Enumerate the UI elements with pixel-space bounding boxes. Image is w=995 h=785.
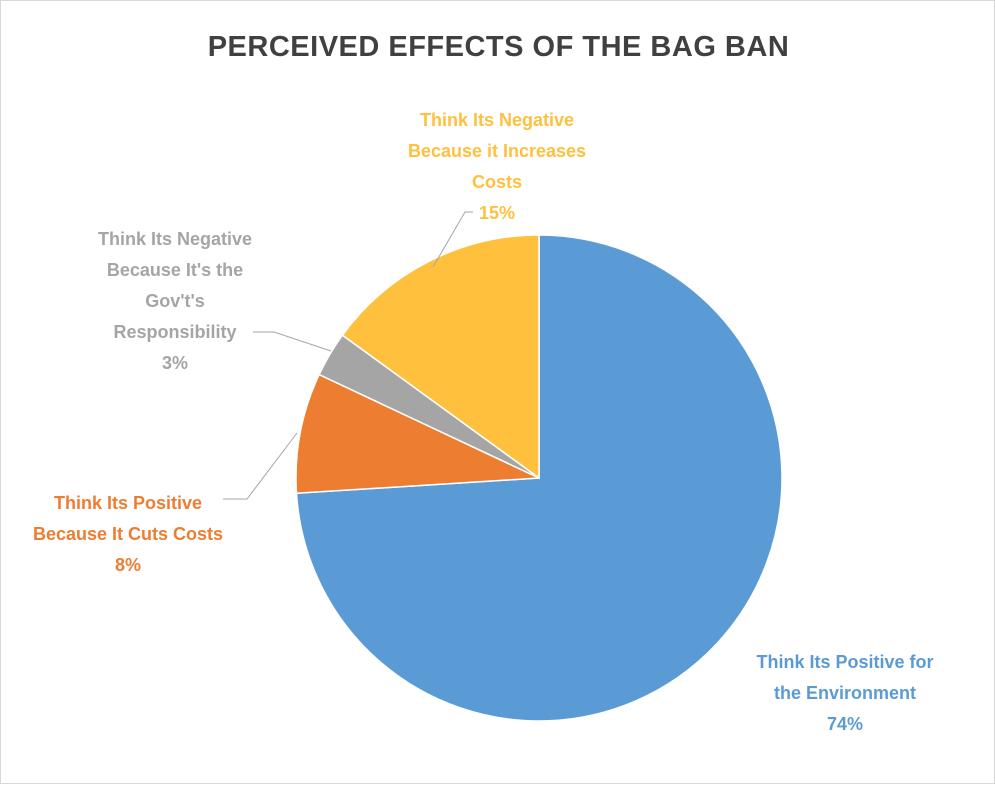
data-label-think-its-positive-because-it-cuts-costs: Think Its Positive Because It Cuts Costs 8…: [0, 488, 278, 581]
data-label-line: Costs: [471, 172, 522, 192]
data-label-line: Think Its Positive: [53, 493, 203, 513]
data-label-line: Think Its Positive for: [756, 652, 934, 672]
data-label-value: 15%: [478, 203, 516, 223]
data-label-line: Because it Increases: [407, 141, 587, 161]
leader-line-think-its-negative-because-it-s-the-gov-t-s-responsibility: [253, 331, 332, 352]
data-label-think-its-negative-because-it-increases-costs: Think Its Negative Because it Increases Co…: [347, 105, 647, 229]
data-label-think-its-positive-for-the-environment: Think Its Positive for the Environment 74%: [695, 647, 995, 740]
data-label-line: Because It Cuts Costs: [32, 524, 224, 544]
data-label-line: Because It's the: [106, 260, 244, 280]
data-label-value: 8%: [114, 555, 141, 575]
data-label-line: Responsibility: [113, 322, 237, 342]
data-label-line: Gov't's: [145, 291, 205, 311]
data-label-value: 3%: [161, 353, 188, 373]
data-label-think-its-negative-because-it-s-the-gov-t-s-responsibility: Think Its Negative Because It's the Gov't'…: [25, 224, 325, 379]
leader-line-think-its-positive-because-it-cuts-costs: [223, 432, 298, 500]
data-label-line: Think Its Negative: [97, 229, 253, 249]
data-label-line: Think Its Negative: [419, 110, 575, 130]
pie-slice-think-its-negative-because-it-increases-costs: [341, 234, 540, 480]
data-label-value: 74%: [826, 714, 864, 734]
chart-title: PERCEIVED EFFECTS OF THE BAG BAN: [207, 31, 790, 63]
leader-line-think-its-negative-because-it-increases-costs: [432, 211, 473, 268]
pie-slice-think-its-positive-because-it-cuts-costs: [295, 373, 540, 495]
data-label-line: the Environment: [773, 683, 916, 703]
